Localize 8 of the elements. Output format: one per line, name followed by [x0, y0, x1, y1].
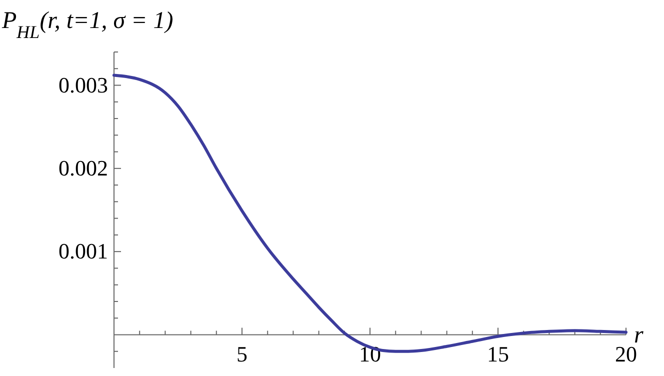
x-tick-label: 20: [615, 342, 637, 367]
y-tick-label: 0.002: [58, 155, 108, 180]
x-axis-title: r: [634, 322, 644, 349]
y-tick-label: 0.003: [58, 72, 108, 98]
chart-title: P$_{HL}$(r, t=1, σ = 1): [1, 8, 174, 42]
y-tick-label: 0.001: [58, 238, 108, 264]
x-tick-label: 15: [487, 342, 509, 367]
x-tick-label: 5: [236, 342, 248, 367]
